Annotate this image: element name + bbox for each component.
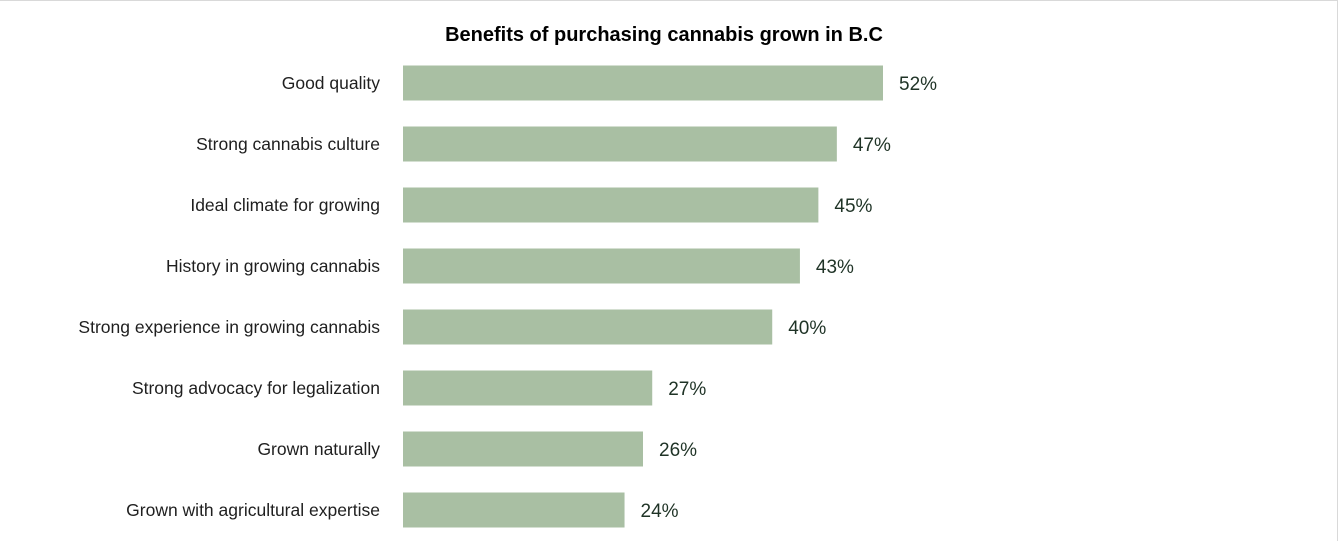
category-label: Strong cannabis culture [196,134,380,154]
bar [403,65,883,101]
category-label: Strong experience in growing cannabis [78,317,380,337]
category-label: Strong advocacy for legalization [132,378,380,398]
value-label: 24% [641,501,679,522]
bar [403,126,837,162]
category-label: History in growing cannabis [166,256,380,276]
bar [403,492,625,528]
value-label: 26% [659,440,697,461]
bar [403,370,653,406]
chart-title: Benefits of purchasing cannabis grown in… [445,24,883,46]
category-label: Ideal climate for growing [190,195,380,215]
bar [403,248,800,284]
bar [403,309,773,345]
bar [403,187,819,223]
bar [403,431,643,467]
value-label: 52% [899,74,937,95]
value-label: 43% [816,257,854,278]
value-label: 45% [834,196,872,217]
value-label: 27% [668,379,706,400]
bars-layer: Good quality 52% Strong cannabis culture 47… [78,65,937,528]
category-label: Grown naturally [257,439,380,459]
value-label: 47% [853,135,891,156]
category-label: Good quality [282,73,381,93]
category-label: Grown with agricultural expertise [126,500,380,520]
value-label: 40% [788,318,826,339]
